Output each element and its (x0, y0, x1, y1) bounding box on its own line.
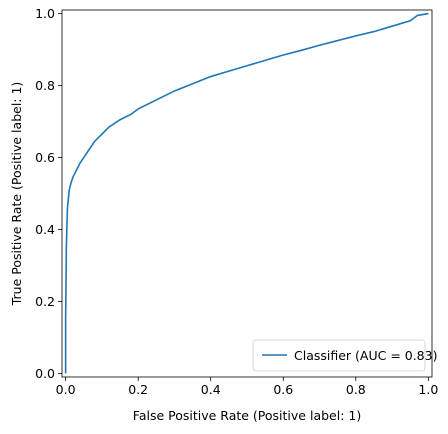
y-tick-label: 0.6 (35, 150, 55, 165)
y-tick-label: 0.2 (35, 294, 55, 309)
x-tick-label: 0.4 (201, 382, 221, 397)
y-tick-label: 0.8 (35, 78, 55, 93)
x-tick-label: 0.2 (128, 382, 148, 397)
x-tick-label: 0.0 (56, 382, 76, 397)
y-tick-label: 0.0 (35, 366, 55, 381)
legend: Classifier (AUC = 0.83) (252, 339, 437, 372)
x-tick-label: 0.6 (273, 382, 293, 397)
roc-curve-line (64, 12, 429, 374)
plot-frame (61, 9, 433, 378)
y-axis-ticks: 0.0 0.2 0.4 0.6 0.8 1.0 (35, 6, 62, 381)
x-tick-label: 0.8 (346, 382, 366, 397)
y-axis-label: True Positive Rate (Positive label: 1) (9, 82, 24, 307)
y-tick-label: 0.4 (35, 222, 55, 237)
legend-label: Classifier (AUC = 0.83) (294, 348, 437, 363)
y-tick-label: 1.0 (35, 6, 55, 21)
x-axis-ticks: 0.0 0.2 0.4 0.6 0.8 1.0 (56, 377, 438, 397)
x-tick-label: 1.0 (418, 382, 438, 397)
x-axis-label: False Positive Rate (Positive label: 1) (133, 408, 361, 423)
legend-box (252, 339, 426, 372)
